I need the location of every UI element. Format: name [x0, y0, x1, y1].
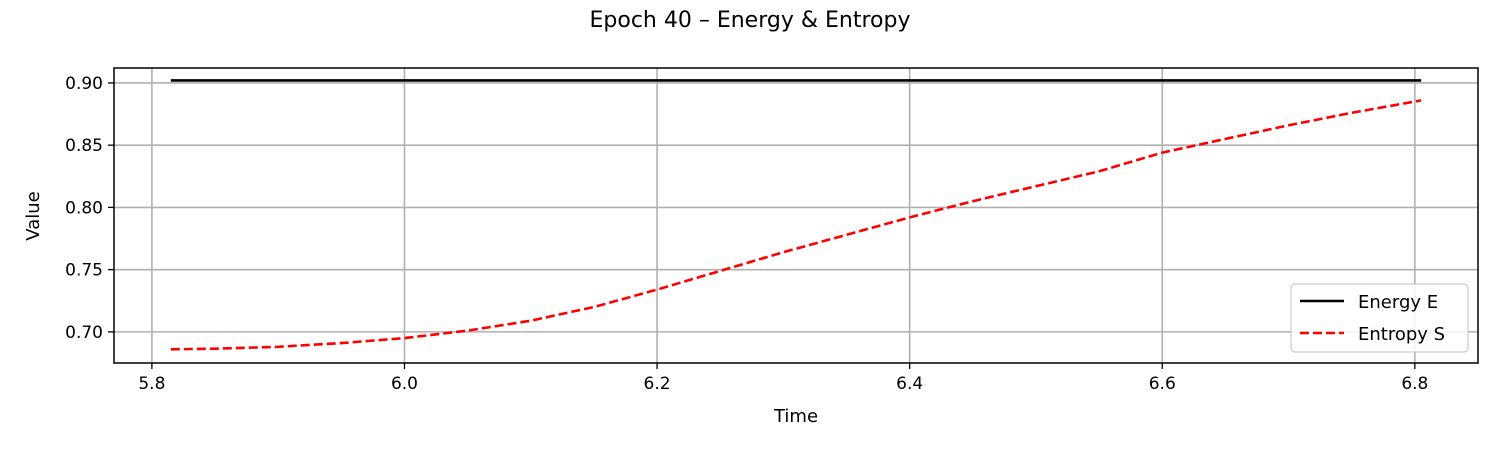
y-tick-label: 0.70 [65, 323, 103, 343]
legend: Energy E Entropy S [1290, 283, 1469, 353]
y-axis-label: Value [23, 191, 44, 240]
y-tick-label: 0.85 [65, 136, 103, 156]
plot-series [170, 79, 1422, 351]
y-axis: 0.70 0.75 0.80 0.85 0.90 [65, 74, 114, 343]
legend-label-entropy: Entropy S [1358, 324, 1445, 345]
x-tick-label: 6.2 [644, 374, 671, 394]
x-tick-label: 6.6 [1149, 374, 1176, 394]
x-tick-label: 5.8 [138, 374, 165, 394]
y-tick-label: 0.80 [65, 198, 103, 218]
x-tick-label: 6.0 [391, 374, 418, 394]
plot-frame [113, 67, 1479, 364]
x-axis: 5.8 6.0 6.2 6.4 6.6 6.8 [138, 363, 1428, 394]
chart-title: Epoch 40 – Energy & Entropy [590, 8, 911, 33]
series-line-entropy [170, 99, 1422, 351]
x-axis-label: Time [773, 406, 818, 427]
y-tick-label: 0.90 [65, 74, 103, 94]
legend-label-energy: Energy E [1358, 292, 1438, 313]
y-tick-label: 0.75 [65, 261, 103, 281]
grid [114, 68, 1478, 363]
x-tick-label: 6.8 [1401, 374, 1428, 394]
x-tick-label: 6.4 [896, 374, 923, 394]
